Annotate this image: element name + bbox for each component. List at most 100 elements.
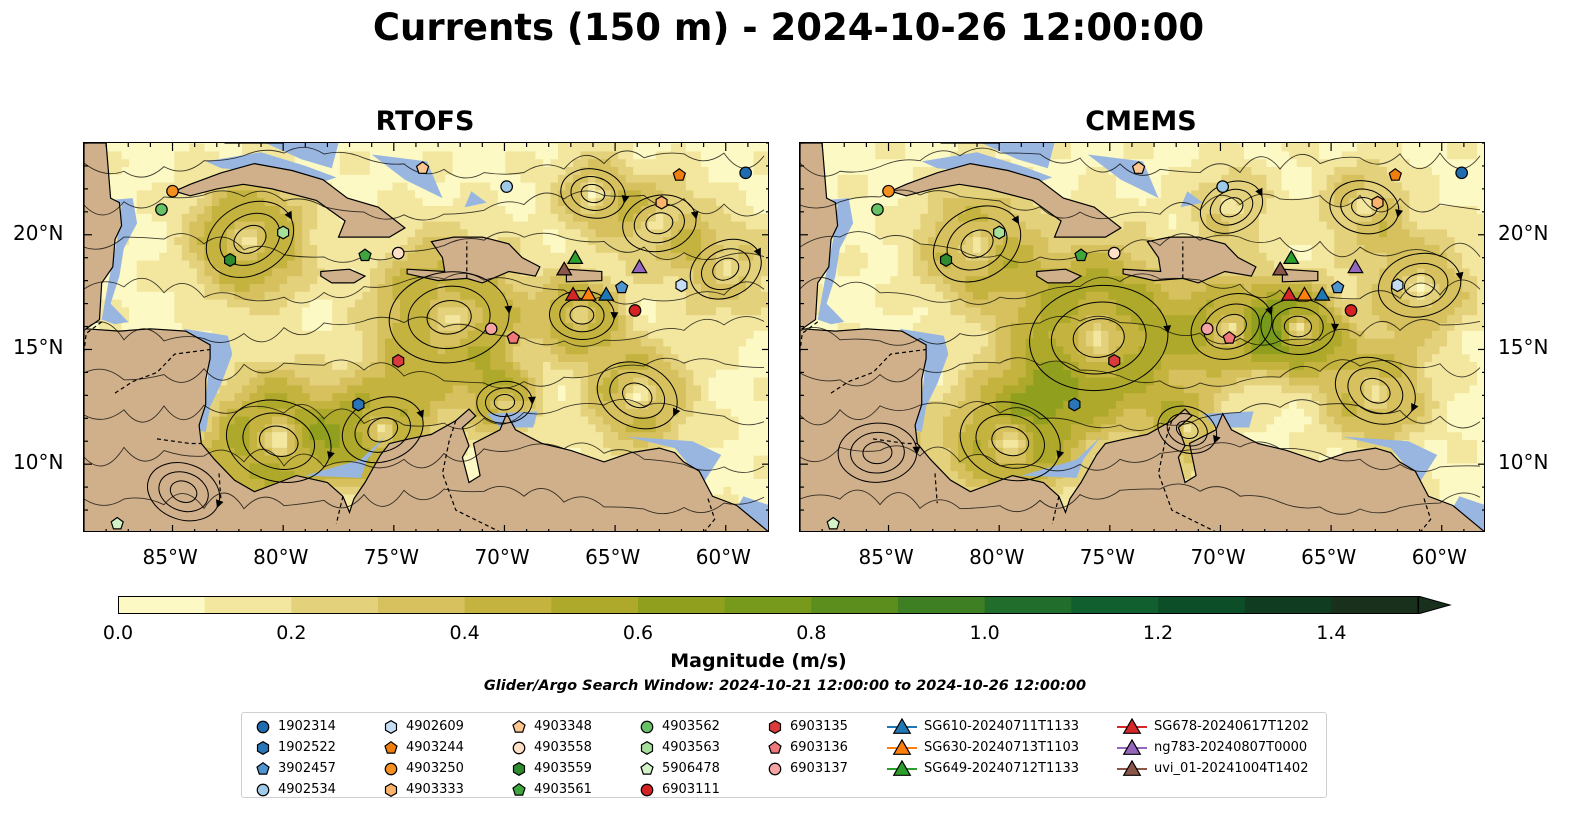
marker-ng783-20240807T0000[interactable]	[1347, 258, 1364, 274]
marker-4902609[interactable]	[675, 278, 688, 293]
marker-5906478[interactable]	[826, 516, 840, 530]
marker-4903563[interactable]	[993, 225, 1006, 240]
legend-label: 4903250	[406, 761, 464, 776]
colorbar-bin	[291, 596, 379, 614]
marker-6903136[interactable]	[1222, 330, 1237, 344]
rtofs-current-map[interactable]	[83, 142, 769, 532]
legend-label: ng783-20240807T0000	[1154, 740, 1308, 755]
marker-ng783-20240807T0000[interactable]	[631, 258, 648, 274]
legend-symbol-triangle-line	[887, 738, 917, 755]
legend-symbol-triangle-line	[887, 759, 917, 776]
figure-title: Currents (150 m) - 2024-10-26 12:00:00	[372, 6, 1205, 49]
streamlines	[800, 147, 1481, 515]
marker-4903559[interactable]	[940, 253, 953, 267]
marker-4903333[interactable]	[655, 195, 668, 210]
marker-4902609[interactable]	[1391, 278, 1404, 293]
lon-tick-label: 60°W	[695, 545, 751, 569]
marker-4903558[interactable]	[1107, 246, 1121, 260]
legend-column: SG610-20240711T1133 SG630-20240713T1103 SG…	[886, 716, 1079, 779]
legend-item: 4903244	[382, 737, 464, 758]
legend-label: 4903348	[534, 719, 592, 734]
marker-5906478[interactable]	[110, 516, 124, 530]
marker-4903559[interactable]	[224, 253, 237, 267]
marker-4903348[interactable]	[1131, 161, 1146, 174]
marker-4903244[interactable]	[672, 168, 687, 181]
legend-item: 4903250	[382, 758, 464, 779]
marker-4903250[interactable]	[166, 184, 179, 198]
country-border-5	[1157, 420, 1216, 531]
lon-tick-label: 65°W	[1301, 545, 1357, 569]
platform-markers	[826, 161, 1468, 530]
marker-6903137[interactable]	[1200, 322, 1214, 336]
shelf-water-1	[183, 328, 233, 433]
frame-ticks	[84, 143, 768, 531]
marker-1902522[interactable]	[352, 397, 365, 412]
legend-label: 4903559	[534, 761, 592, 776]
marker-1902314[interactable]	[739, 166, 752, 180]
marker-4903244[interactable]	[1388, 168, 1403, 181]
legend-item: 6903135	[766, 716, 848, 737]
legend-label: 4903561	[534, 782, 592, 797]
marker-4903333[interactable]	[1371, 195, 1384, 210]
marker-SG678-20240617T1202[interactable]	[1280, 286, 1298, 301]
legend-item: 6903111	[638, 779, 720, 800]
legend-item: 1902314	[254, 716, 336, 737]
lon-tick-label: 85°W	[858, 545, 914, 569]
marker-4903348[interactable]	[415, 161, 430, 174]
marker-4903561[interactable]	[358, 248, 372, 262]
marker-3902457[interactable]	[1330, 280, 1345, 294]
marker-6903111[interactable]	[1344, 304, 1358, 317]
cuba-land	[172, 162, 406, 238]
marker-4903558[interactable]	[391, 246, 405, 260]
legend-label: SG630-20240713T1103	[924, 740, 1080, 755]
marker-6903135[interactable]	[392, 353, 405, 368]
legend-symbol-circle	[384, 762, 398, 775]
marker-4903563[interactable]	[277, 225, 290, 240]
marker-SG610-20240711T1133[interactable]	[597, 286, 615, 301]
legend-label: 4903558	[534, 740, 592, 755]
panel-title-rtofs: RTOFS	[375, 106, 475, 137]
legend-symbol-pentagon	[384, 740, 398, 754]
marker-SG649-20240712T1133[interactable]	[1282, 249, 1300, 265]
marker-1902522[interactable]	[1068, 397, 1081, 412]
legend-item: 5906478	[638, 758, 720, 779]
marker-SG678-20240617T1202[interactable]	[564, 286, 582, 301]
marker-SG610-20240711T1133[interactable]	[1313, 286, 1331, 301]
legend-symbol-hexagon	[768, 719, 782, 734]
marker-1902314[interactable]	[1455, 166, 1468, 180]
marker-4903562[interactable]	[155, 203, 168, 216]
country-border-3	[934, 473, 938, 504]
marker-6903135[interactable]	[1108, 353, 1121, 368]
legend-label: 6903137	[790, 761, 848, 776]
legend-symbol-hexagon	[640, 740, 654, 755]
cmems-current-map[interactable]	[799, 142, 1485, 532]
marker-6903136[interactable]	[506, 330, 521, 344]
lon-tick-label: 70°W	[474, 545, 530, 569]
legend-label: 6903135	[790, 719, 848, 734]
marker-SG630-20240713T1103[interactable]	[1296, 286, 1313, 301]
lon-tick-label: 60°W	[1411, 545, 1467, 569]
legend-label: 1902314	[278, 719, 336, 734]
colorbar-bin	[724, 596, 812, 614]
colorbar-bin	[204, 596, 292, 614]
marker-4902534[interactable]	[1216, 180, 1230, 193]
legend-item: 4903333	[382, 779, 464, 800]
marker-4902534[interactable]	[500, 180, 514, 193]
marker-4903562[interactable]	[871, 203, 884, 216]
marker-3902457[interactable]	[614, 280, 629, 294]
marker-4903561[interactable]	[1074, 248, 1088, 262]
lon-tick-label: 65°W	[585, 545, 641, 569]
marker-6903111[interactable]	[628, 304, 642, 317]
lat-tick-label-left: 15°N	[13, 335, 64, 360]
shelf-water-6	[305, 436, 385, 478]
marker-uvi_01-20241004T1402[interactable]	[1271, 261, 1289, 276]
legend-symbol-circle	[256, 783, 270, 796]
marker-6903137[interactable]	[484, 322, 498, 336]
marker-SG649-20240712T1133[interactable]	[566, 249, 584, 265]
country-border-4	[335, 496, 344, 524]
colorbar-bin	[984, 596, 1072, 614]
country-border-6	[1420, 498, 1432, 531]
marker-4903250[interactable]	[882, 184, 895, 198]
marker-uvi_01-20241004T1402[interactable]	[555, 261, 573, 276]
marker-SG630-20240713T1103[interactable]	[580, 286, 597, 301]
